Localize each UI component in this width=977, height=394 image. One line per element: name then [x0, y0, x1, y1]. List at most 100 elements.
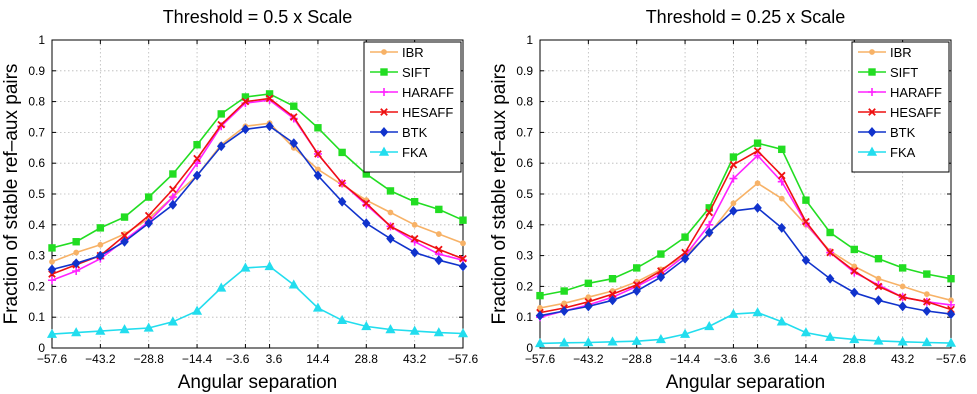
x-tick-label: −57.6	[525, 352, 556, 366]
data-point	[608, 275, 617, 283]
y-axis-label: Fraction of stable ref–aux pairs	[489, 64, 510, 325]
series-line	[539, 182, 952, 309]
data-point	[898, 264, 907, 272]
data-point	[410, 234, 419, 243]
legend-marker	[868, 88, 876, 96]
legend-marker	[868, 68, 876, 76]
y-tick-label: 0.4	[516, 218, 533, 232]
data-point	[705, 208, 714, 217]
legend-label: HARAFF	[890, 85, 942, 100]
data-point	[730, 200, 737, 207]
legend-marker	[380, 68, 388, 76]
y-tick-label: 0.2	[516, 279, 533, 293]
series-line	[539, 207, 952, 317]
data-point	[777, 171, 786, 180]
legend-label: IBR	[402, 45, 424, 60]
y-tick-label: 1	[38, 33, 45, 47]
data-point	[728, 308, 739, 318]
data-point	[459, 216, 467, 224]
data-point	[850, 267, 859, 275]
data-point	[265, 121, 274, 132]
data-point	[680, 253, 690, 264]
y-tick-label: 0.8	[28, 95, 45, 109]
data-point	[850, 287, 859, 298]
data-point	[875, 275, 882, 282]
x-axis-label: Angular separation	[666, 372, 826, 393]
chart-panel-2: 0 0.1 0.2 0.3 0.4 0.5 0.6 0.7 0.8 0.9 1 −57.6 −43.2 −…	[489, 7, 967, 393]
x-tick-label: −28.8	[134, 352, 165, 366]
data-point	[631, 335, 642, 345]
data-point	[923, 291, 930, 298]
legend-marker	[381, 49, 387, 55]
data-point	[289, 138, 299, 149]
data-point	[71, 258, 81, 269]
data-point	[167, 316, 178, 326]
data-point	[411, 221, 418, 228]
legend-label: SIFT	[402, 65, 430, 80]
y-tick-label: 0.1	[516, 310, 533, 324]
data-point	[776, 316, 787, 326]
series-sift	[48, 90, 467, 252]
legend-marker	[866, 146, 878, 156]
legend-marker	[868, 108, 876, 116]
x-tick-label: −3.6	[226, 352, 250, 366]
data-point	[681, 233, 689, 241]
data-point	[897, 336, 908, 346]
data-point	[119, 324, 130, 334]
data-point	[753, 202, 762, 213]
y-tick-label: 0.2	[28, 279, 45, 293]
data-point	[387, 209, 394, 216]
data-point	[145, 193, 153, 201]
y-tick-label: 0.5	[516, 187, 533, 201]
x-tick-label: −3.6	[714, 352, 738, 366]
data-point	[945, 337, 957, 347]
legend-label: HESAFF	[890, 105, 941, 120]
data-point	[314, 150, 322, 158]
series-fka	[46, 260, 469, 338]
y-tick-label: 0.9	[28, 64, 45, 78]
y-tick-label: 0.6	[28, 156, 45, 170]
legend: IBR SIFT HARAFF HESAFF BTK FKA	[363, 41, 462, 173]
data-point	[48, 244, 56, 252]
data-point	[216, 141, 226, 152]
data-point	[120, 213, 129, 221]
x-tick-label: 43.2	[403, 352, 427, 366]
legend-marker	[380, 88, 388, 96]
legend-marker	[867, 127, 877, 137]
legend-label: BTK	[402, 125, 428, 140]
legend-box	[851, 41, 950, 173]
data-point	[947, 275, 955, 283]
data-point	[874, 282, 883, 291]
data-point	[97, 241, 104, 248]
data-point	[826, 248, 834, 257]
legend-label: FKA	[402, 145, 428, 160]
data-point	[899, 283, 906, 290]
y-tick-label: 1	[526, 33, 533, 47]
data-point	[657, 250, 665, 258]
series-line	[539, 154, 952, 318]
data-point	[192, 170, 202, 181]
data-point	[409, 325, 420, 335]
y-tick-label: 0.7	[516, 125, 533, 139]
data-point	[729, 174, 738, 183]
legend-marker	[379, 127, 389, 137]
x-tick-label: 14.4	[794, 352, 818, 366]
data-point	[362, 218, 371, 229]
series-fka	[534, 307, 957, 348]
data-point	[120, 231, 129, 240]
data-point	[217, 110, 225, 118]
y-tick-label: 0.9	[516, 64, 533, 78]
series-btk	[535, 202, 956, 321]
data-point	[314, 124, 322, 132]
x-tick-label: 3.6	[754, 352, 771, 366]
x-axis-label: Angular separation	[178, 372, 338, 393]
x-tick-label: −43.2	[85, 352, 116, 366]
data-point	[923, 270, 931, 278]
data-point	[607, 336, 618, 346]
data-point	[143, 322, 154, 332]
legend-label: HESAFF	[402, 105, 453, 120]
x-tick-label: −57.6	[448, 352, 479, 366]
x-tick-label: −14.4	[182, 352, 213, 366]
series-line	[51, 93, 464, 249]
data-point	[144, 218, 153, 229]
